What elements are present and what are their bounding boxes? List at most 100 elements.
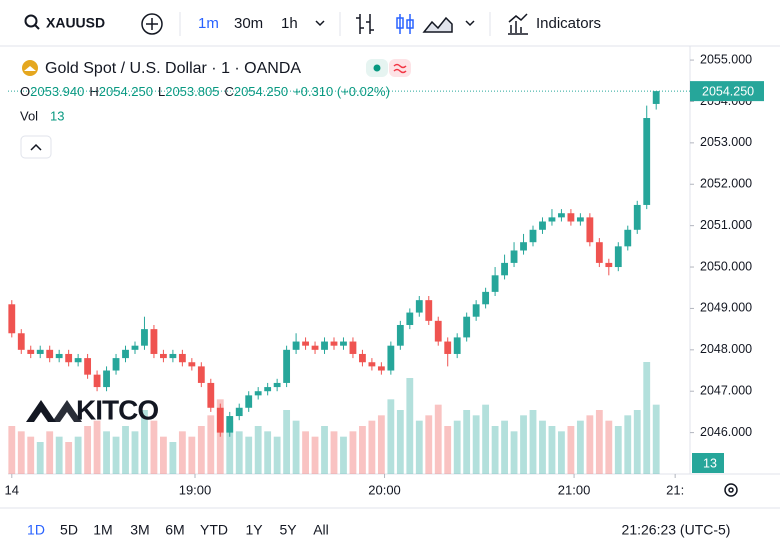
volume-bar <box>482 404 490 474</box>
range-button[interactable]: 1D <box>27 522 45 538</box>
volume-bar <box>46 431 54 474</box>
collapse-button[interactable] <box>20 135 52 159</box>
candle-body <box>36 349 44 354</box>
candle-body <box>415 300 423 313</box>
range-button[interactable]: 1M <box>93 522 112 538</box>
range-button[interactable]: 5D <box>60 522 78 538</box>
candle-body <box>586 217 594 243</box>
candle-body <box>245 395 253 408</box>
candle-body <box>377 366 385 371</box>
x-tick-label: 21: <box>666 482 684 497</box>
candle-body <box>273 382 281 388</box>
range-button[interactable]: 1Y <box>245 522 263 538</box>
ohlc-key: C <box>224 84 233 99</box>
volume-bar <box>548 426 556 474</box>
candle-body <box>46 349 54 359</box>
area-icon[interactable] <box>422 16 453 33</box>
candle-body <box>444 341 452 354</box>
x-tick-label: 21:00 <box>558 482 591 497</box>
range-button[interactable]: All <box>313 522 329 538</box>
indicators-icon[interactable] <box>508 13 528 35</box>
volume-bar <box>254 426 262 474</box>
y-tick-label: 2048.000 <box>700 342 752 356</box>
volume-bar <box>292 420 300 474</box>
volume-bar <box>643 362 651 474</box>
candle-body <box>17 333 25 350</box>
candle-body <box>235 407 243 417</box>
volume-bar <box>264 431 272 474</box>
volume-bar <box>425 415 433 474</box>
volume-bar <box>472 415 480 474</box>
delay-badge[interactable] <box>389 59 411 77</box>
interval[interactable]: 1h <box>281 15 298 32</box>
candle-body <box>510 250 518 263</box>
candle-body <box>216 407 224 433</box>
candle-body <box>558 213 565 218</box>
style-chevron[interactable] <box>465 20 475 27</box>
volume-bar <box>188 436 196 474</box>
ohlc-value: 2054.250 <box>99 84 153 99</box>
volume-bar <box>330 431 338 474</box>
volume-bar <box>510 431 518 474</box>
ohlc-value: 2054.250 <box>234 84 288 99</box>
volume-bar <box>349 431 357 474</box>
volume-bar <box>122 426 129 474</box>
bars-icon[interactable] <box>356 14 374 34</box>
interval[interactable]: 1m <box>198 15 219 32</box>
candle-body <box>197 366 205 383</box>
symbol[interactable]: XAUUSD <box>46 15 105 31</box>
candle-body <box>207 382 215 408</box>
candle-body <box>169 353 177 359</box>
range-button[interactable]: YTD <box>200 522 228 538</box>
volume-bar <box>463 410 471 474</box>
volume-bar <box>539 420 546 474</box>
change: +0.310 (+0.02%) <box>293 84 390 99</box>
settings-button[interactable] <box>724 483 738 497</box>
last-volume-tag <box>692 453 724 473</box>
volume-bar <box>226 420 234 474</box>
candle-body <box>93 374 101 388</box>
volume-bar <box>169 442 177 474</box>
clock: 21:26:23 (UTC-5) <box>622 522 731 538</box>
search-icon[interactable] <box>24 14 38 28</box>
legend: Gold Spot / U.S. Dollar · 1 · OANDA O205… <box>18 56 418 159</box>
volume-bar <box>624 415 632 474</box>
indicators-button[interactable]: Indicators <box>536 15 601 32</box>
candle-body <box>434 320 442 342</box>
volume-bar <box>74 436 82 474</box>
candle-body <box>624 229 632 247</box>
candle-body <box>396 324 404 346</box>
candle-body <box>160 353 167 359</box>
range-button[interactable]: 5Y <box>279 522 297 538</box>
range-button[interactable]: 6M <box>165 522 184 538</box>
candle-body <box>65 353 73 363</box>
y-tick-label: 2050.000 <box>700 259 752 273</box>
volume-bar <box>160 436 167 474</box>
symbol-title: Gold Spot / U.S. Dollar · 1 · OANDA <box>45 60 301 77</box>
y-tick-label: 2053.000 <box>700 135 752 149</box>
interval[interactable]: 30m <box>234 15 263 32</box>
candle-body <box>472 304 480 317</box>
volume-bar <box>207 415 215 474</box>
range-button[interactable]: 3M <box>130 522 149 538</box>
volume-bar <box>131 431 139 474</box>
candle-body <box>264 387 272 392</box>
candle-body <box>567 213 575 222</box>
candle-body <box>74 358 82 363</box>
interval-chevron[interactable] <box>315 20 325 27</box>
kitco-logo <box>26 400 56 422</box>
volume-bar <box>576 420 584 474</box>
plus-icon <box>146 18 158 30</box>
volume-bar <box>595 410 603 474</box>
candle-body <box>359 353 366 363</box>
volume-bar <box>567 426 575 474</box>
volume-label: Vol <box>20 108 38 123</box>
volume-bar <box>302 431 309 474</box>
watermark: KITCO <box>26 394 159 425</box>
volume-bar <box>605 420 613 474</box>
candle-body <box>387 345 395 371</box>
candle-body <box>131 345 139 350</box>
compare-button[interactable] <box>141 13 163 35</box>
candle-body <box>122 349 129 359</box>
candles-icon-body <box>396 17 404 29</box>
